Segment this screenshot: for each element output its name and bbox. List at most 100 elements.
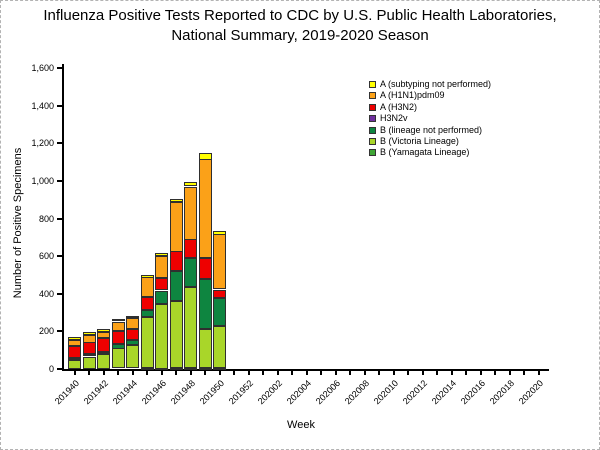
legend-item: B (Victoria Lineage): [369, 135, 491, 146]
legend-item: H3N2v: [369, 113, 491, 124]
y-tick: [57, 330, 62, 333]
y-tick: [57, 104, 62, 107]
y-tick-label: 0: [48, 364, 54, 374]
bar-segment: [68, 360, 81, 369]
legend-label: B (lineage not performed): [380, 124, 483, 135]
bar-segment: [68, 337, 81, 340]
y-tick: [57, 142, 62, 145]
bar-segment: [140, 317, 154, 368]
x-tick: [262, 371, 264, 375]
x-tick: [204, 371, 206, 375]
x-tick-label: 202012: [401, 378, 430, 407]
y-tick: [57, 255, 62, 258]
bar-segment: [169, 368, 183, 370]
y-tick-label: 1,000: [31, 175, 54, 186]
x-tick: [88, 371, 90, 375]
bar-segment: [213, 298, 226, 326]
x-tick-label: 201948: [169, 378, 198, 407]
legend-label: H3N2v: [380, 113, 408, 124]
x-tick-label: 202008: [343, 378, 372, 407]
y-tick-label: 800: [38, 213, 54, 224]
x-tick: [523, 371, 525, 375]
y-tick-label: 600: [38, 251, 54, 262]
legend-label: A (subtyping not performed): [380, 79, 492, 89]
bar-segment: [155, 304, 168, 369]
x-tick: [349, 371, 351, 375]
bar-segment: [140, 368, 154, 370]
x-tick-label: 202010: [372, 378, 401, 407]
x-tick: [247, 371, 250, 375]
bar-segment: [68, 358, 81, 360]
y-tick: [57, 67, 62, 69]
bar-segment: [198, 279, 212, 329]
x-tick: [421, 371, 424, 375]
bar-segment: [198, 258, 212, 279]
bar-segment: [82, 335, 96, 343]
bar-segment: [213, 368, 226, 370]
bar-segment: [140, 297, 154, 310]
bar-segment: [111, 331, 125, 344]
bar-segment: [97, 354, 110, 369]
bar-segment: [111, 319, 125, 321]
bar-segment: [126, 318, 139, 329]
bar-segment: [140, 277, 154, 297]
bar-segment: [184, 287, 197, 368]
bar-segment: [213, 231, 226, 235]
x-tick: [291, 371, 293, 375]
x-tick: [320, 371, 322, 375]
x-tick: [407, 371, 409, 375]
x-tick-label: 202006: [314, 378, 343, 407]
bar-segment: [213, 326, 226, 368]
bar-segment: [126, 329, 139, 340]
legend-swatch: [369, 149, 376, 157]
legend-item: B (Yamagata Lineage): [369, 147, 491, 158]
legend-item: A (H1N1)pdm09: [369, 91, 491, 100]
x-axis-line: [62, 369, 549, 371]
legend-label: B (Victoria Lineage): [380, 135, 459, 146]
x-tick-label: 201952: [227, 378, 256, 407]
x-tick-label: 202002: [256, 378, 285, 407]
bar-segment: [68, 340, 81, 346]
chart-title-line1: Influenza Positive Tests Reported to CDC…: [43, 7, 557, 24]
y-axis-title: Number of Positive Specimens: [12, 147, 24, 299]
legend-swatch: [369, 115, 376, 123]
bar-segment: [111, 348, 125, 368]
legend-swatch: [369, 126, 376, 134]
bar-segment: [184, 258, 197, 287]
x-tick: [479, 371, 482, 375]
x-tick: [276, 371, 279, 375]
x-tick-label: 201950: [198, 378, 227, 407]
legend-swatch: [369, 92, 376, 100]
x-tick: [73, 371, 76, 375]
chart-title: Influenza Positive Tests Reported to CDC…: [1, 6, 599, 46]
x-tick-label: 202014: [430, 378, 459, 407]
x-tick: [146, 371, 148, 375]
x-tick-label: 202016: [459, 378, 488, 407]
bar-segment: [97, 329, 110, 332]
y-tick-label: 1,600: [31, 63, 54, 73]
x-tick: [363, 371, 366, 375]
y-tick: [57, 292, 62, 295]
bar-segment: [140, 310, 154, 317]
bar-segment: [155, 278, 168, 290]
bar-segment: [169, 301, 183, 368]
legend-label: B (Yamagata Lineage): [380, 147, 470, 158]
x-tick: [218, 371, 221, 375]
x-tick: [450, 371, 453, 375]
x-tick: [465, 371, 467, 375]
bar-segment: [97, 352, 110, 354]
bar-segment: [169, 199, 183, 202]
x-tick: [392, 371, 395, 375]
bar-segment: [111, 344, 125, 349]
x-tick: [189, 371, 192, 375]
bar-segment: [82, 357, 96, 369]
bar-segment: [68, 346, 81, 358]
bar-segment: [155, 256, 168, 278]
legend-swatch: [369, 137, 376, 145]
x-tick: [131, 371, 134, 375]
y-tick-label: 400: [38, 288, 54, 299]
bar-segment: [198, 153, 212, 160]
x-tick: [305, 371, 308, 375]
bar-segment: [184, 368, 197, 370]
x-tick-label: 201944: [111, 378, 140, 407]
